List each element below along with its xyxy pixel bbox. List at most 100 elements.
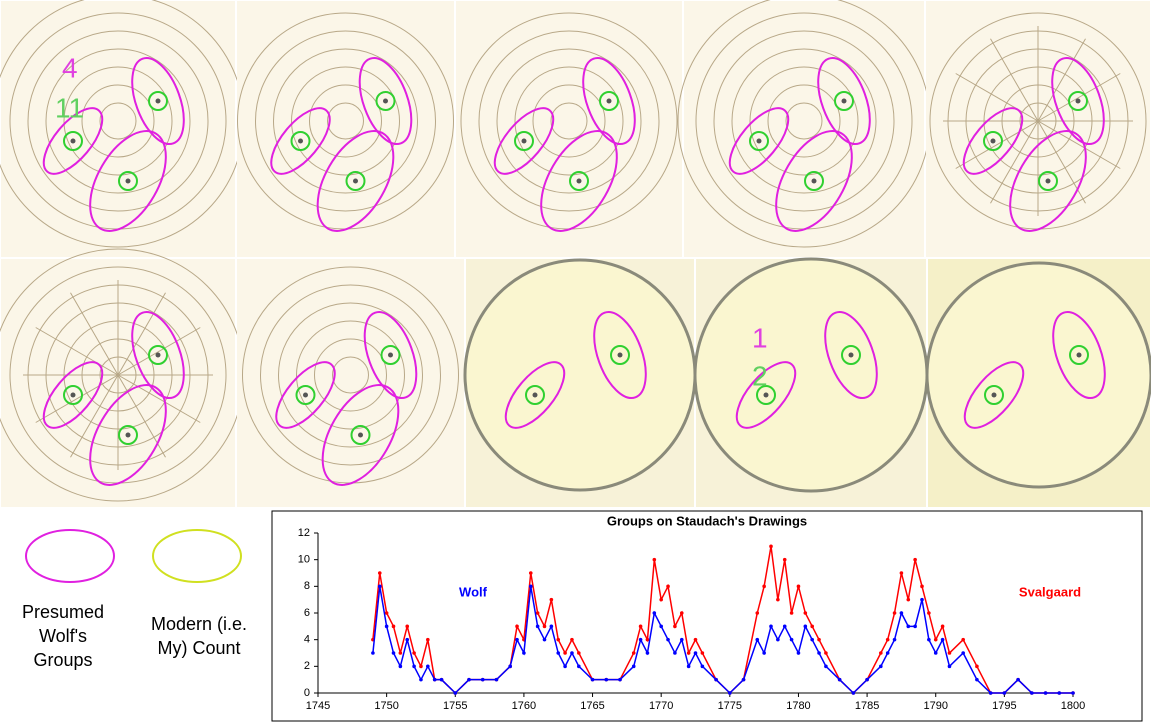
wolf-group [1009, 130, 1087, 232]
point [714, 677, 718, 682]
spot [1045, 178, 1051, 184]
point [535, 611, 540, 615]
spot [358, 432, 363, 438]
point [741, 677, 746, 682]
point [412, 651, 416, 655]
point [1057, 691, 1062, 695]
point [885, 637, 890, 642]
spoke [117, 374, 201, 423]
point [570, 637, 574, 642]
point [535, 624, 540, 629]
x-tick-label: 1770 [649, 700, 673, 712]
ring [327, 102, 364, 140]
panel [1, 1, 235, 257]
point [528, 571, 533, 575]
point [927, 611, 931, 615]
wolf-group [728, 107, 790, 175]
point [961, 651, 965, 655]
point [549, 624, 554, 629]
ring [332, 356, 369, 394]
point [673, 624, 677, 629]
modern-group [148, 345, 168, 365]
spot [125, 178, 131, 184]
ring [273, 48, 418, 194]
wolf-group [270, 107, 331, 175]
series-label: Wolf [459, 584, 488, 599]
modern-group [525, 385, 545, 405]
point [769, 544, 773, 549]
point [796, 584, 801, 589]
spot [1075, 98, 1081, 104]
point [776, 597, 780, 602]
spot [70, 392, 76, 398]
modern-group [1069, 345, 1089, 365]
panel [456, 1, 682, 257]
point [879, 664, 883, 669]
ring [309, 84, 382, 158]
spoke [70, 374, 119, 458]
point [906, 597, 911, 602]
y-tick-label: 0 [304, 687, 310, 699]
y-tick-label: 6 [304, 607, 310, 619]
spot [617, 352, 623, 358]
ring [532, 84, 606, 158]
panel [237, 1, 454, 257]
wolf-group [593, 311, 647, 399]
point [604, 677, 609, 682]
point [659, 624, 663, 629]
point [515, 624, 519, 629]
point [803, 611, 808, 615]
spot [353, 178, 358, 184]
modern-group [756, 385, 776, 405]
point [679, 611, 684, 615]
point [1002, 691, 1007, 695]
point [940, 624, 945, 629]
point [391, 651, 396, 655]
wolf-group [1052, 311, 1106, 399]
wolf-group [131, 311, 185, 399]
point [391, 624, 396, 629]
point [638, 637, 643, 642]
point [700, 664, 705, 669]
x-tick-label: 1800 [1061, 700, 1085, 712]
spot [576, 178, 582, 184]
spot [990, 138, 996, 144]
x-tick-label: 1795 [992, 700, 1016, 712]
point [933, 637, 938, 642]
panel [237, 259, 464, 507]
point [563, 664, 567, 669]
point [975, 677, 979, 682]
point [638, 624, 643, 629]
spot [125, 432, 131, 438]
spot [763, 392, 769, 398]
point [817, 637, 821, 642]
point [556, 637, 561, 642]
spoke [1037, 73, 1121, 122]
ring [496, 48, 642, 194]
y-tick-label: 2 [304, 660, 310, 672]
point [412, 664, 416, 669]
modern-group [380, 345, 401, 365]
wolf-group [275, 361, 336, 429]
point [789, 637, 794, 642]
ring [478, 30, 660, 212]
spoke [955, 73, 1039, 122]
x-tick-label: 1760 [512, 700, 536, 712]
annotation-wolf: 4 [62, 52, 78, 83]
y-tick-label: 10 [298, 554, 310, 566]
modern-group [148, 91, 168, 111]
ring [314, 338, 387, 412]
point [549, 597, 554, 602]
point [810, 624, 814, 629]
point [927, 637, 931, 642]
ring [291, 66, 400, 176]
series-label: Svalgaard [1019, 584, 1081, 599]
point [528, 584, 533, 589]
wolf-group [504, 361, 566, 429]
point [810, 637, 814, 642]
point [419, 677, 423, 682]
spot [383, 98, 388, 104]
point [556, 651, 561, 655]
spoke [70, 292, 119, 376]
